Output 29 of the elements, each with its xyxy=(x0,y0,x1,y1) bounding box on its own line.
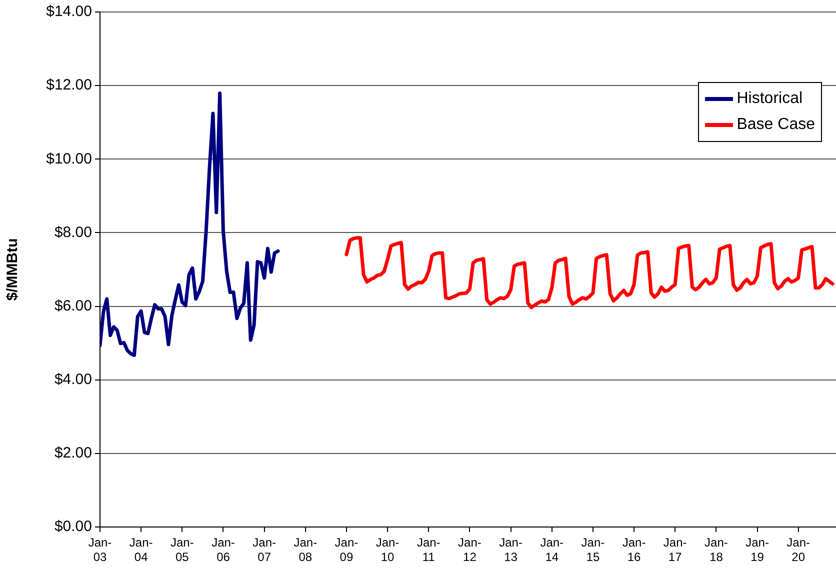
x-tick-label: Jan-08 xyxy=(294,536,318,564)
x-tick-label: Jan-15 xyxy=(581,536,605,564)
y-tick-label: $14.00 xyxy=(46,3,92,20)
x-tick-label: Jan-20 xyxy=(786,536,810,564)
y-tick-label: $6.00 xyxy=(54,297,92,314)
x-tick-label: Jan-09 xyxy=(334,536,358,564)
x-tick-label: Jan-06 xyxy=(212,536,235,564)
x-tick-label: Jan-18 xyxy=(704,536,728,564)
y-tick-label: $0.00 xyxy=(54,518,92,536)
y-tick-label: $10.00 xyxy=(46,150,92,168)
y-tick-label: $12.00 xyxy=(46,76,92,94)
y-axis-title: $/MMBtu xyxy=(4,238,22,301)
x-tick-label: Jan-05 xyxy=(170,536,194,564)
x-tick-label: Jan-10 xyxy=(376,536,400,564)
y-tick-label: $8.00 xyxy=(54,224,92,241)
legend-label: Base Case xyxy=(736,115,815,135)
x-tick-label: Jan-19 xyxy=(746,536,769,564)
x-tick-label: Jan-11 xyxy=(416,536,440,564)
x-tick-label: Jan-13 xyxy=(499,536,522,564)
x-tick-label: Jan-03 xyxy=(88,536,112,564)
x-tick-label: Jan-12 xyxy=(458,536,482,564)
x-tick-label: Jan-17 xyxy=(663,536,687,564)
x-tick-label: Jan-16 xyxy=(622,536,646,564)
y-tick-label: $2.00 xyxy=(54,444,92,462)
y-tick-label: $4.00 xyxy=(54,371,92,388)
x-tick-label: Jan-14 xyxy=(540,536,564,564)
x-tick-label: Jan-04 xyxy=(129,536,153,564)
legend-label: Historical xyxy=(736,89,803,109)
x-tick-label: Jan-07 xyxy=(252,536,276,564)
